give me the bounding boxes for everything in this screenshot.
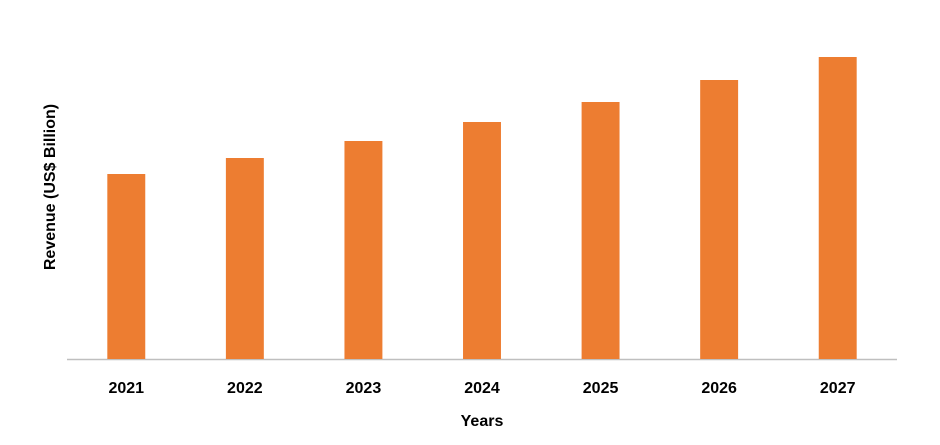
x-tick-label: 2027 xyxy=(820,380,856,397)
x-tick-label: 2022 xyxy=(227,380,263,397)
x-tick-label: 2026 xyxy=(701,380,737,397)
bar xyxy=(818,57,857,359)
bar xyxy=(107,174,146,359)
bar xyxy=(344,141,383,359)
x-tick-label: 2025 xyxy=(583,380,619,397)
y-axis-title: Revenue (US$ Billion) xyxy=(42,104,59,270)
x-axis-title: Years xyxy=(461,413,504,430)
x-tick-label: 2023 xyxy=(346,380,382,397)
x-tick-label: 2024 xyxy=(464,380,500,397)
x-tick-label: 2021 xyxy=(108,380,144,397)
bar xyxy=(463,122,501,359)
bar xyxy=(700,80,739,359)
bar xyxy=(581,102,620,359)
bar xyxy=(225,158,264,359)
